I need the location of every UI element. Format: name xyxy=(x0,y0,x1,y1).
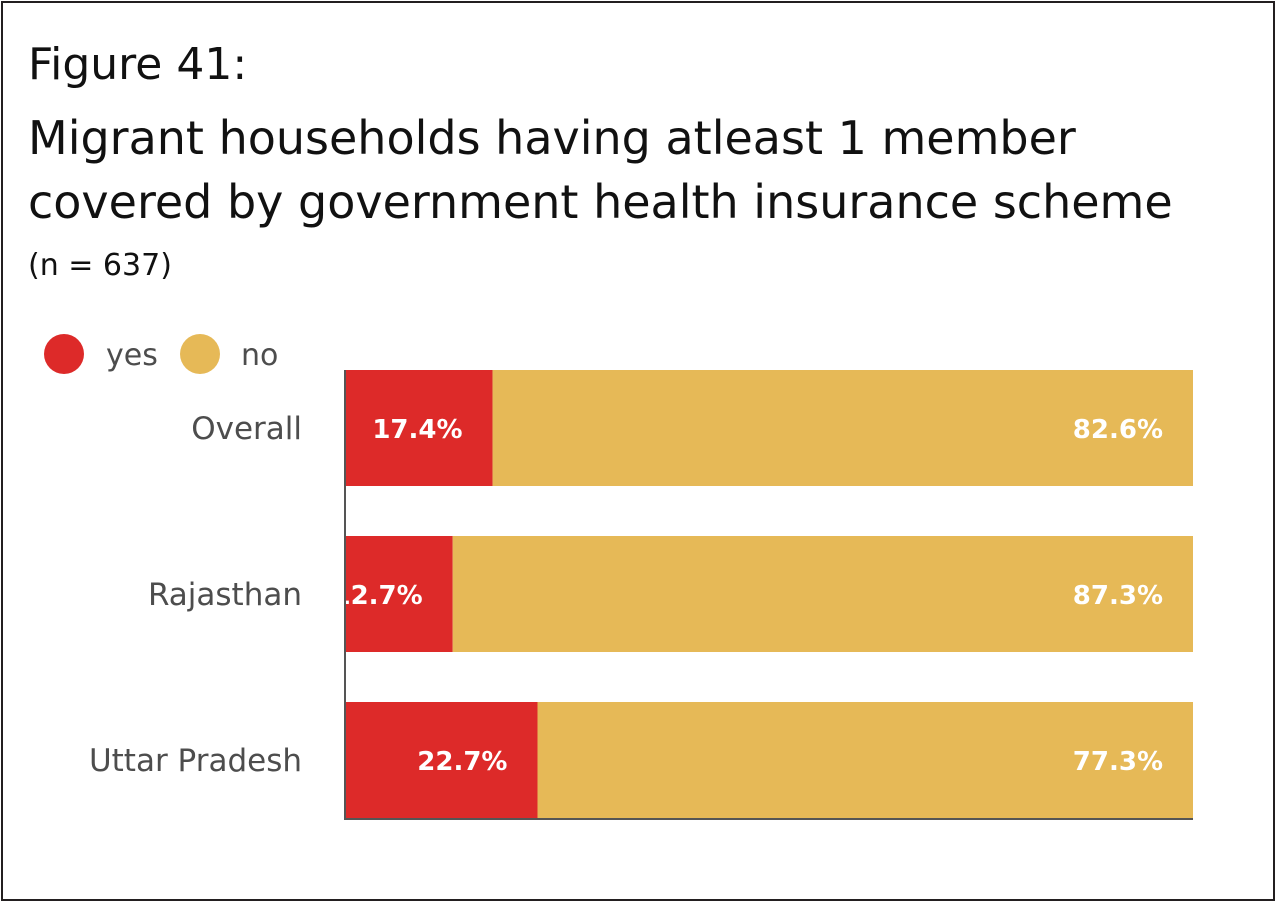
bar-segment-no xyxy=(537,702,1193,818)
value-label-no: 87.3% xyxy=(1073,581,1163,611)
value-label-yes: 17.4% xyxy=(372,415,462,445)
bar-segment-no xyxy=(492,370,1193,486)
legend-swatch-yes xyxy=(44,334,84,374)
bar-segment-yes xyxy=(345,536,453,652)
bar-segment-no xyxy=(452,536,1193,652)
chart-subtitle: (n = 637) xyxy=(28,248,172,283)
chart-title: Migrant households having atleast 1 memb… xyxy=(28,111,1173,229)
value-labels: 17.4% 82.6% 12.7% 87.3% 22.7% 77.3% xyxy=(332,415,1163,777)
legend: yes no xyxy=(44,334,278,374)
legend-swatch-no xyxy=(180,334,220,374)
value-label-yes: 22.7% xyxy=(417,747,507,777)
legend-label-no: no xyxy=(241,338,278,373)
bar-segment-yes xyxy=(345,370,493,486)
value-label-no: 82.6% xyxy=(1073,415,1163,445)
bars xyxy=(345,370,1193,818)
category-label: Uttar Pradesh xyxy=(89,743,302,779)
category-label: Rajasthan xyxy=(148,577,302,613)
legend-label-yes: yes xyxy=(106,338,158,373)
value-label-yes: 12.7% xyxy=(332,581,422,611)
category-label: Overall xyxy=(191,411,302,447)
figure-label: Figure 41: xyxy=(28,39,248,90)
value-label-no: 77.3% xyxy=(1073,747,1163,777)
bar-segment-yes xyxy=(345,702,538,818)
category-labels: Overall Rajasthan Uttar Pradesh xyxy=(89,411,302,779)
